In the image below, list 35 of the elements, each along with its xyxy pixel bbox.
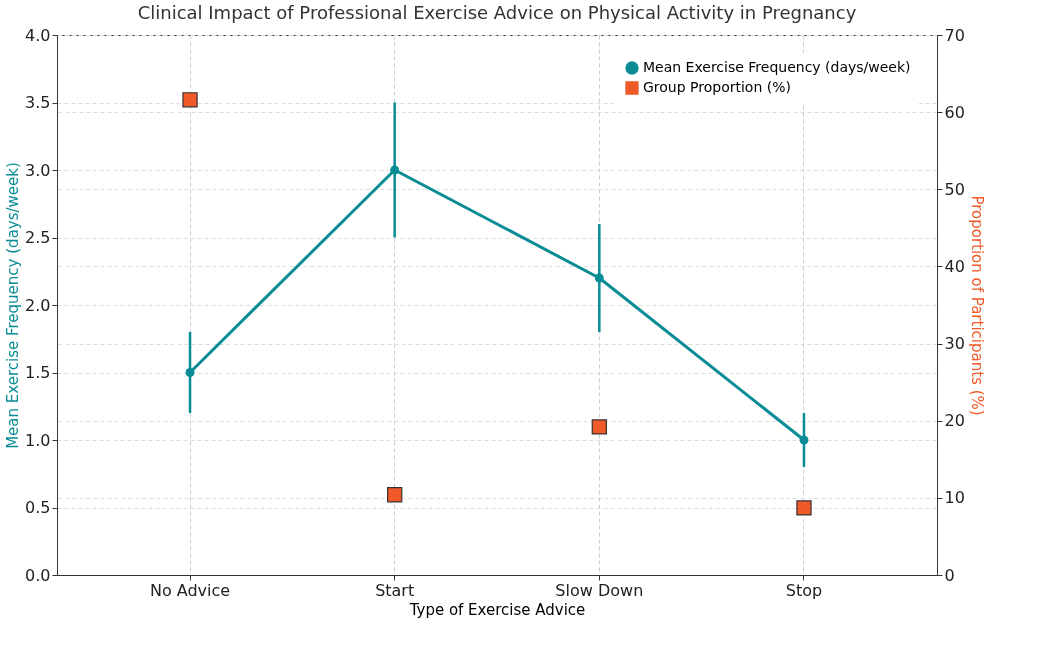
point: [594, 273, 604, 283]
x-tick-label: No Advice: [149, 580, 231, 600]
legend-label: Mean Exercise Frequency (days/week): [643, 59, 911, 75]
x-tick-label: Stop: [785, 580, 823, 600]
y2-axis-title: Proportion of Participants (%): [967, 195, 986, 416]
x-tick-label: Start: [375, 580, 415, 600]
y2-tick-label: 70: [944, 25, 965, 45]
y2-tick-label: 30: [944, 334, 965, 354]
chart-title: Clinical Impact of Professional Exercise Advice on Physical Activity in Pregnancy: [137, 2, 857, 23]
y-tick-label: 3.0: [25, 160, 51, 180]
point: [591, 419, 607, 435]
point: [185, 368, 195, 377]
y2-tick-label: 20: [944, 411, 965, 431]
x-tick-label: Slow Down: [555, 580, 644, 600]
y-tick-label: 4.0: [25, 25, 51, 45]
y-tick-label: 1.5: [25, 363, 51, 382]
point: [390, 165, 400, 175]
y2-tick-label: 0: [944, 565, 955, 585]
y2-tick-label: 60: [944, 102, 965, 122]
point: [799, 435, 809, 445]
y2-tick-label: 50: [944, 179, 965, 199]
y-tick-label: 0.5: [25, 498, 51, 517]
y-tick-label: 0.0: [25, 565, 51, 585]
y2-tick-label: 10: [944, 488, 965, 508]
y-tick-label: 3.5: [25, 93, 51, 112]
x-axis-title: Type of Exercise Advice: [408, 600, 586, 619]
y-tick-label: 2.0: [25, 295, 51, 315]
point: [182, 92, 198, 108]
legend-label: Group Proportion (%): [643, 79, 791, 95]
point: [796, 500, 812, 516]
y-tick-label: 2.5: [25, 228, 51, 247]
y-axis-title: Mean Exercise Frequency (days/week): [4, 162, 23, 449]
y2-tick-label: 40: [944, 256, 965, 276]
y-tick-label: 1.0: [25, 430, 51, 450]
point: [387, 487, 403, 503]
